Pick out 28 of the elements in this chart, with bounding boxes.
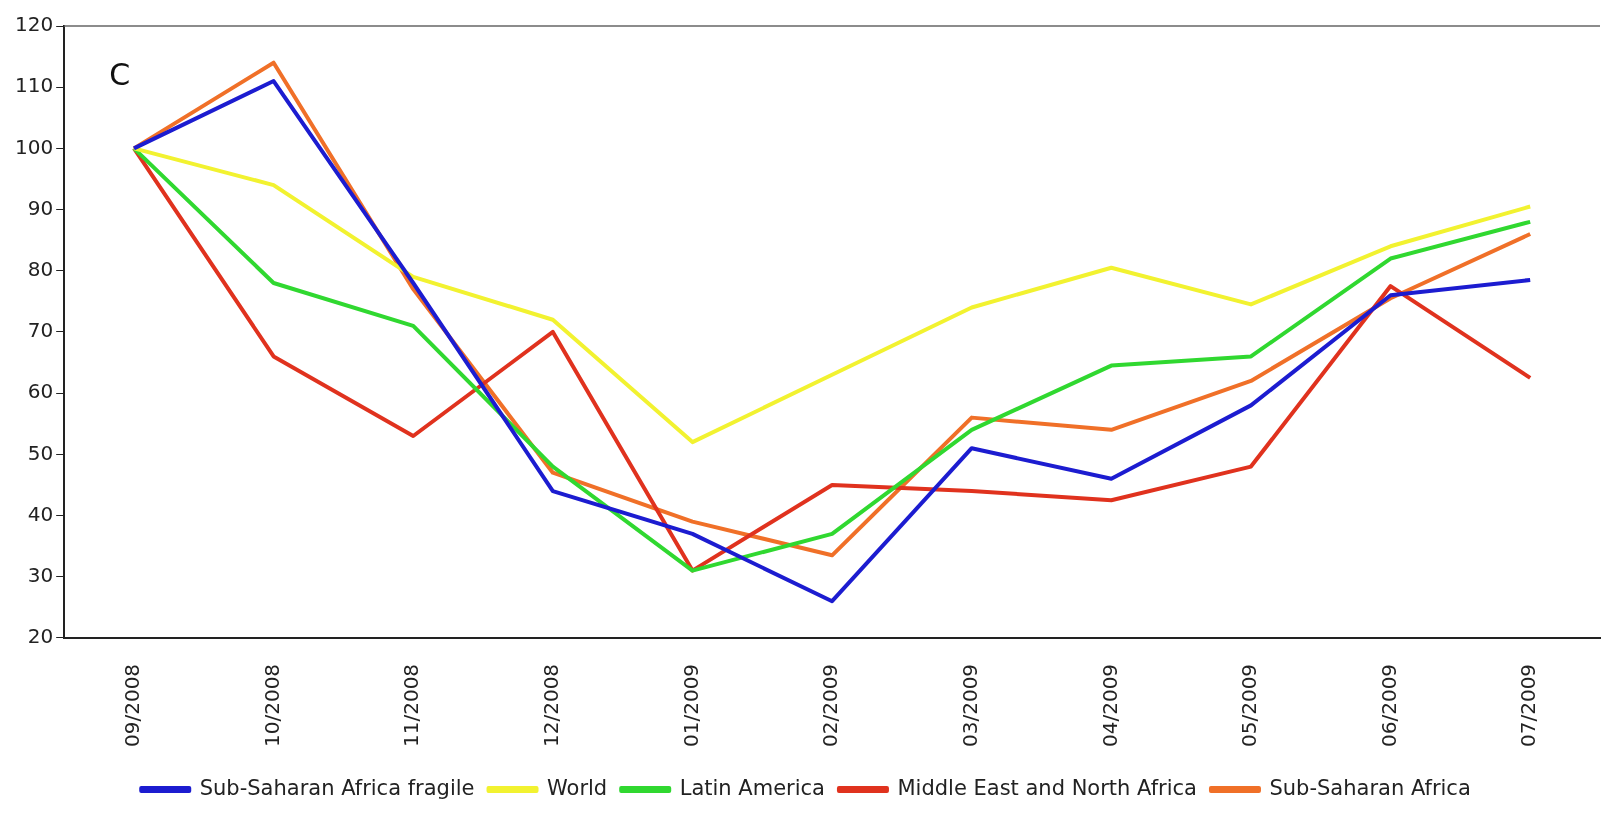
y-tick-label: 50: [27, 440, 54, 465]
x-tick-label: 12/2008: [539, 663, 564, 748]
x-tick-label: 02/2009: [818, 663, 843, 748]
y-tick-label: 90: [27, 195, 54, 220]
x-tick-label: 03/2009: [957, 663, 982, 748]
y-tick-label: 30: [27, 562, 54, 587]
x-tick-label: 10/2008: [259, 663, 284, 748]
legend-label: Sub-Saharan Africa: [1269, 775, 1471, 800]
annotation: C: [109, 56, 131, 92]
x-tick-label: 11/2008: [399, 663, 424, 748]
legend-label: World: [547, 775, 608, 800]
x-tick-label: 06/2009: [1376, 663, 1401, 748]
legend-label: Sub-Saharan Africa fragile: [199, 775, 475, 800]
y-tick-label: 110: [14, 73, 54, 98]
legend-label: Middle East and North Africa: [897, 775, 1197, 800]
x-tick-label: 09/2008: [120, 663, 145, 748]
y-tick-label: 120: [14, 12, 54, 37]
x-tick-label: 04/2009: [1097, 663, 1122, 748]
y-tick-label: 70: [27, 318, 54, 343]
legend-label: Latin America: [679, 775, 825, 800]
x-tick-label: 01/2009: [678, 663, 703, 748]
y-tick-label: 20: [27, 624, 54, 649]
y-tick-label: 100: [14, 134, 54, 159]
y-tick-label: 60: [27, 379, 54, 404]
x-tick-label: 05/2009: [1237, 663, 1262, 748]
x-tick-label: 07/2009: [1516, 663, 1541, 748]
y-tick-label: 40: [27, 501, 54, 526]
y-tick-label: 80: [27, 256, 54, 281]
